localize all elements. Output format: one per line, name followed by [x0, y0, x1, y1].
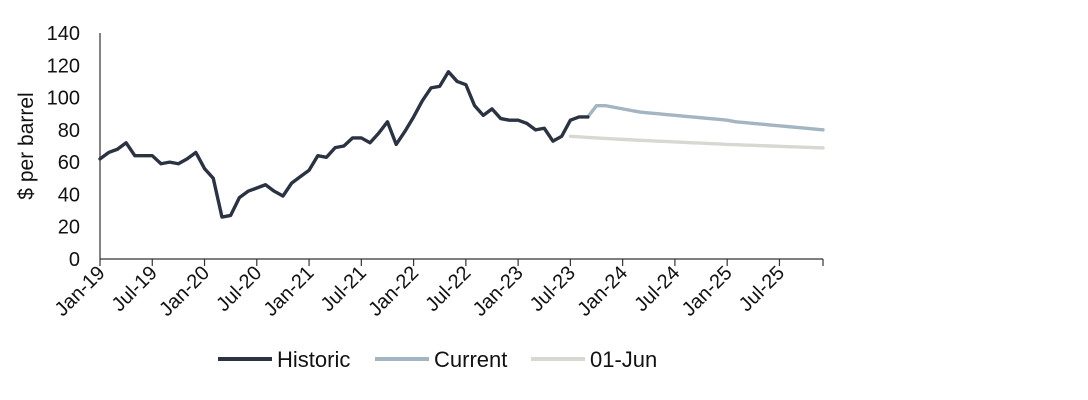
y-tick-label: 20 — [58, 217, 80, 239]
y-tick-label: 120 — [47, 55, 80, 77]
series-line-01-jun — [568, 134, 825, 150]
x-tick-label: Jul-24 — [630, 262, 684, 316]
legend-label-historic: Historic — [277, 347, 350, 372]
series-layer — [98, 70, 825, 219]
x-tick-label: Jul-25 — [735, 262, 789, 316]
x-tick-label: Jan-23 — [469, 262, 528, 321]
y-tick-label: 0 — [69, 249, 80, 271]
x-tick-label: Jul-23 — [526, 262, 580, 316]
x-tick-label: Jan-21 — [260, 262, 319, 321]
legend-label-current: Current — [434, 347, 507, 372]
x-tick-label: Jul-19 — [108, 262, 162, 316]
y-axis: 0 20 40 60 80 100 120 140 — [47, 23, 101, 271]
x-tick-label: Jan-19 — [51, 262, 110, 321]
series-line-current — [586, 103, 825, 132]
x-tick-label: Jul-20 — [212, 262, 266, 316]
x-tick-label: Jan-25 — [678, 262, 737, 321]
series-line-historic — [98, 70, 590, 219]
y-tick-label: 80 — [58, 120, 80, 142]
legend-label-01-jun: 01-Jun — [590, 347, 657, 372]
y-axis-title: $ per barrel — [15, 92, 38, 199]
x-axis: Jan-19Jul-19Jan-20Jul-20Jan-21Jul-21Jan-… — [51, 258, 824, 321]
legend: Historic Current 01-Jun — [218, 347, 657, 372]
x-tick-label: Jan-20 — [155, 262, 214, 321]
y-tick-label: 140 — [47, 23, 80, 45]
x-tick-label: Jul-22 — [421, 262, 475, 316]
y-tick-label: 40 — [58, 184, 80, 206]
x-tick-label: Jan-24 — [573, 262, 632, 321]
x-tick-label: Jul-21 — [317, 262, 371, 316]
x-tick-label: Jan-22 — [364, 262, 423, 321]
y-tick-label: 100 — [47, 88, 80, 110]
y-tick-label: 60 — [58, 152, 80, 174]
